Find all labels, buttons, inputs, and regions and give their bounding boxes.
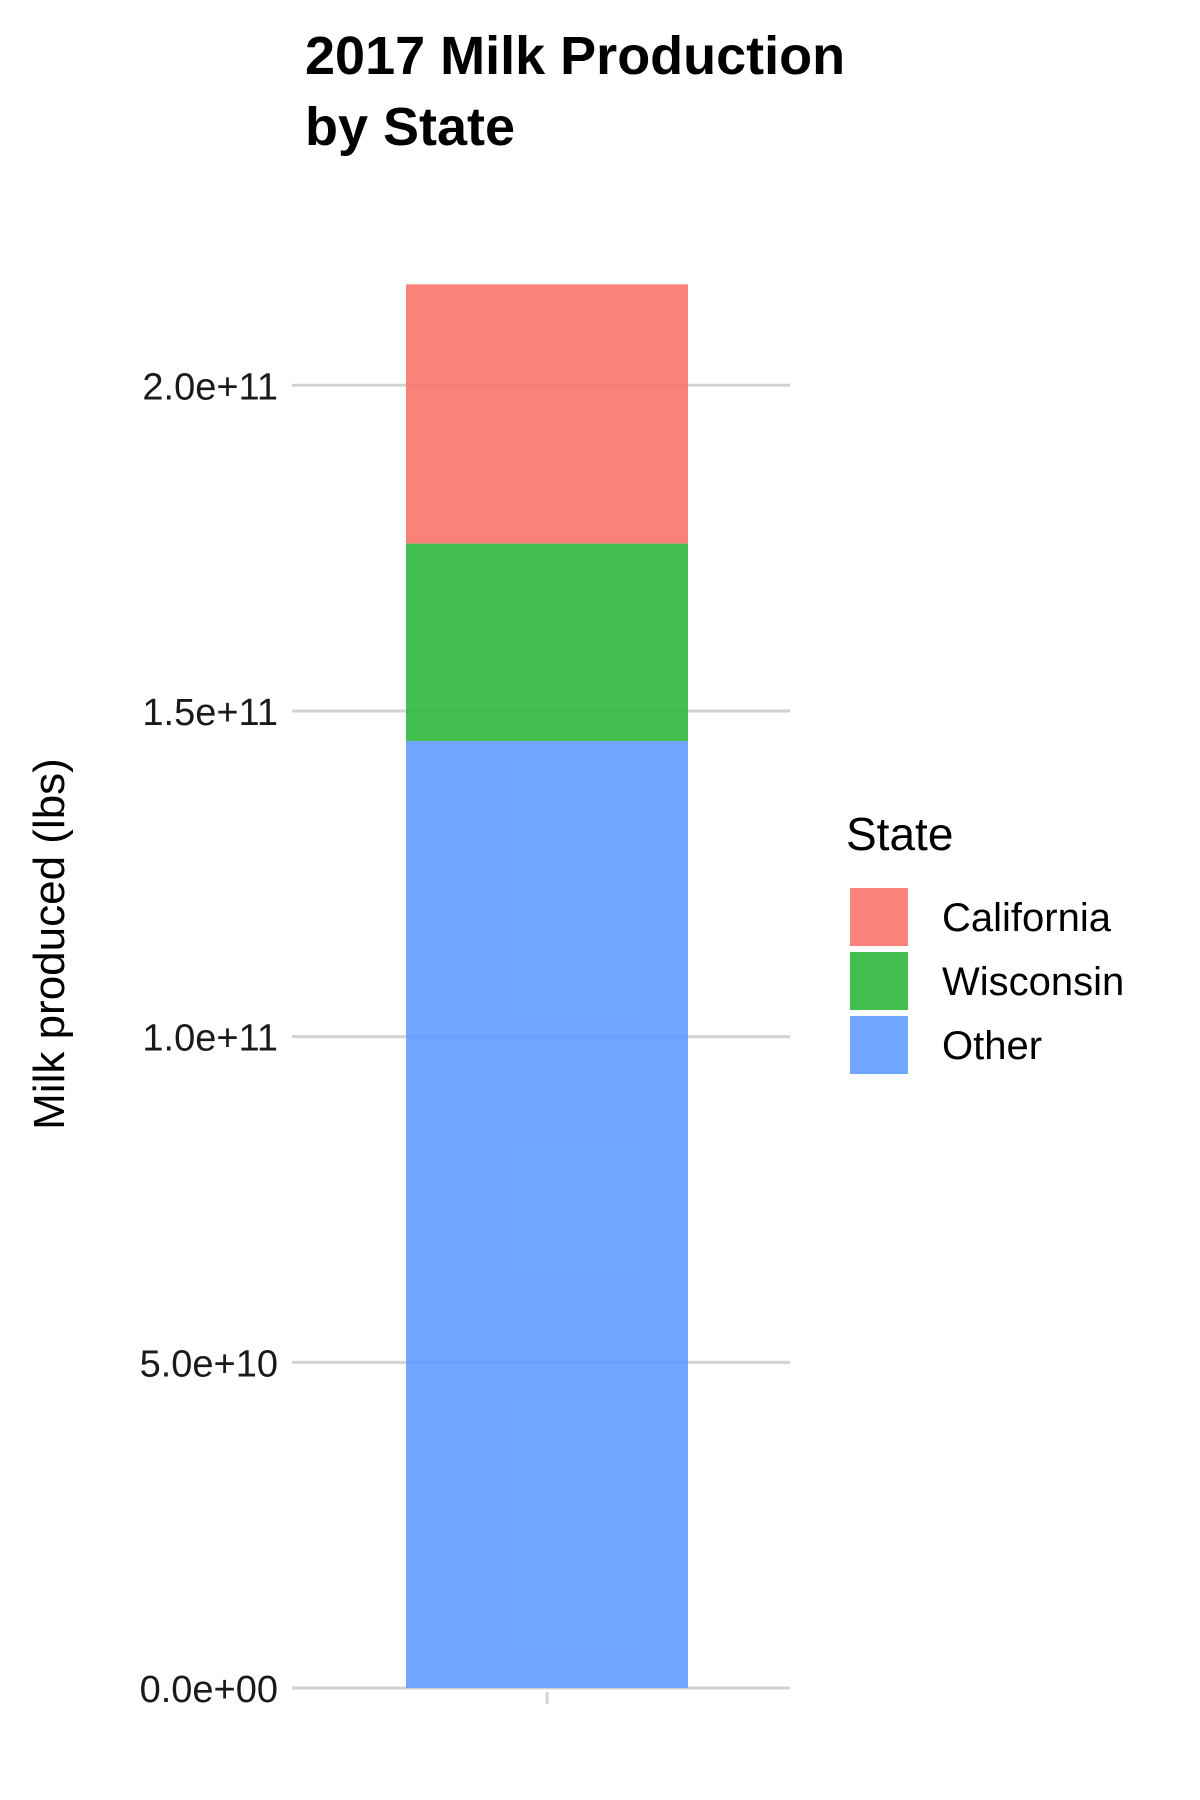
chart-title: 2017 Milk Production by State [305,26,845,157]
legend: State California Wisconsin Other [846,808,1124,1074]
bar-segment-other [406,740,688,1688]
bar-segment-california [406,284,688,544]
chart-title-line-1: 2017 Milk Production [305,26,845,86]
legend-title: State [846,808,953,860]
legend-items: California Wisconsin Other [850,888,1124,1074]
legend-label-california: California [942,896,1112,940]
legend-swatch-wisconsin [850,952,908,1010]
y-axis-title: Milk produced (lbs) [25,758,74,1130]
y-tick-label-2: 1.0e+11 [142,1018,278,1060]
bar-segment-wisconsin [406,543,688,741]
stacked-bar [406,284,688,1688]
legend-swatch-other [850,1016,908,1074]
legend-label-other: Other [942,1024,1042,1068]
chart-title-line-2: by State [305,97,515,157]
legend-label-wisconsin: Wisconsin [942,960,1124,1004]
y-tick-label-3: 1.5e+11 [142,692,278,734]
legend-swatch-california [850,888,908,946]
y-tick-label-4: 2.0e+11 [142,366,278,408]
y-axis-tick-labels: 0.0e+00 5.0e+10 1.0e+11 1.5e+11 2.0e+11 [140,366,278,1711]
y-tick-label-0: 0.0e+00 [140,1669,278,1711]
y-tick-label-1: 5.0e+10 [140,1343,278,1385]
